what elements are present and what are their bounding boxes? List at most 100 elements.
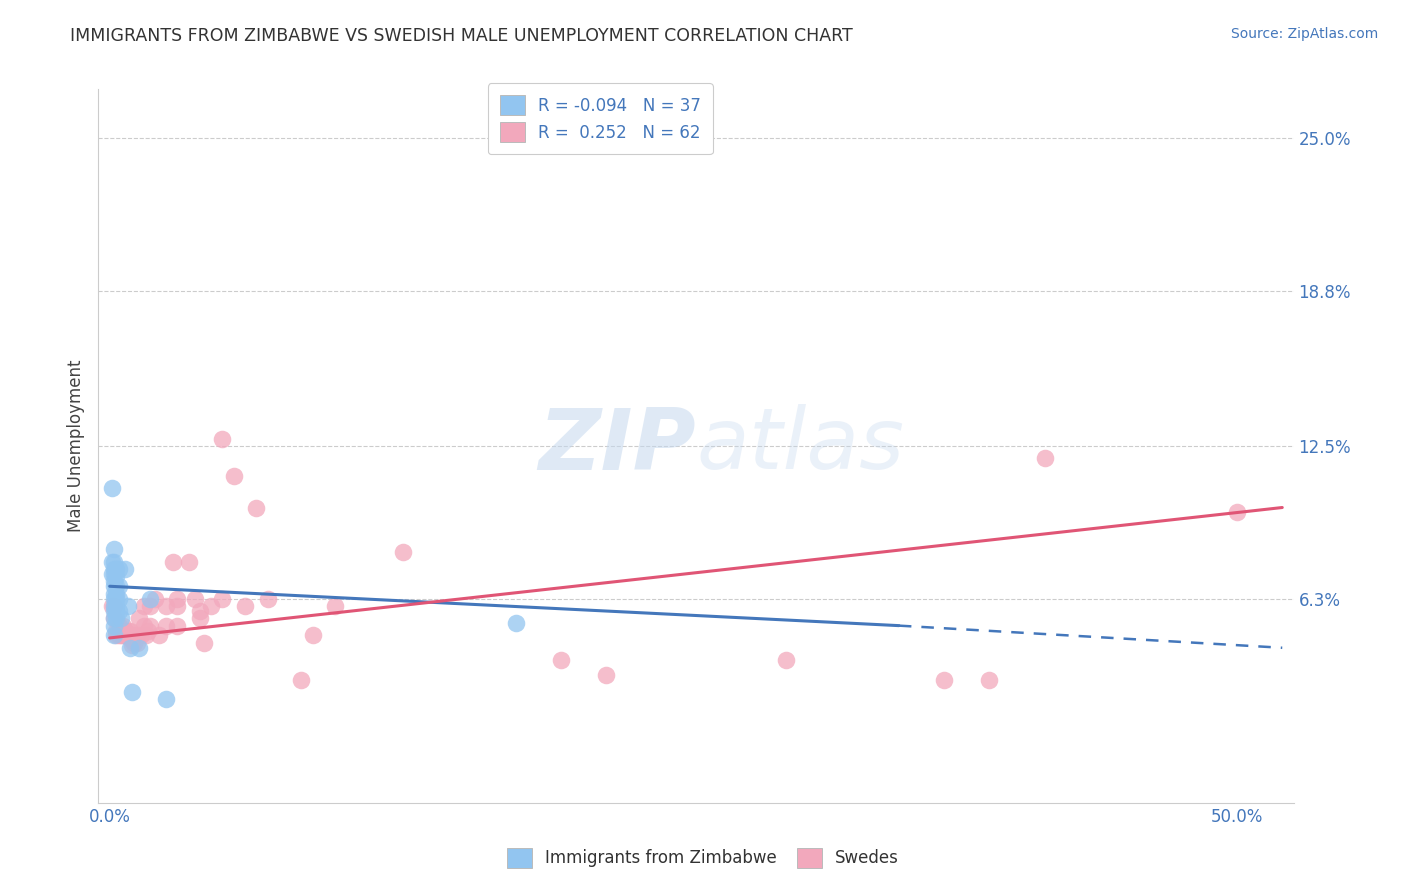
Point [188,611,211,625]
Point [245,500,267,515]
Point [107,591,129,606]
Point [1226,505,1249,519]
Point [107,618,129,632]
Point [193,636,215,650]
Point [105,604,128,618]
Text: Source: ZipAtlas.com: Source: ZipAtlas.com [1230,27,1378,41]
Legend: R = -0.094   N = 37, R =  0.252   N = 62: R = -0.094 N = 37, R = 0.252 N = 62 [488,83,713,154]
Point [103,611,125,625]
Point [112,628,135,642]
Text: atlas: atlas [696,404,904,488]
Point [107,628,129,642]
Point [323,599,346,613]
Point [211,591,233,606]
Point [101,599,124,613]
Point [103,574,125,589]
Point [114,624,136,638]
Point [107,579,129,593]
Point [118,640,141,655]
Point [301,628,323,642]
Point [139,618,162,632]
Point [121,638,143,652]
Point [550,653,572,667]
Point [505,616,527,631]
Point [256,591,278,606]
Point [112,618,135,632]
Point [211,432,233,446]
Point [105,624,128,638]
Point [110,628,132,642]
Point [162,555,184,569]
Point [132,599,155,613]
Point [103,591,125,606]
Point [105,587,128,601]
Point [155,599,177,613]
Point [139,591,162,606]
Point [135,628,157,642]
Point [125,628,148,642]
Point [595,668,617,682]
Point [103,542,125,557]
Point [110,624,132,638]
Text: ZIP: ZIP [538,404,696,488]
Point [103,566,125,581]
Point [103,579,125,593]
Point [121,633,143,648]
Point [107,604,129,618]
Point [132,618,155,632]
Point [101,566,124,581]
Point [136,624,159,638]
Point [114,628,136,642]
Point [124,628,146,642]
Point [1035,451,1057,466]
Point [107,562,129,576]
Point [290,673,312,687]
Point [117,624,139,638]
Point [128,640,150,655]
Point [155,618,177,632]
Point [105,591,128,606]
Point [105,569,128,583]
Point [114,562,136,576]
Point [932,673,955,687]
Point [117,599,139,613]
Point [117,628,139,642]
Point [103,611,125,625]
Point [103,618,125,632]
Point [977,673,1000,687]
Point [101,555,124,569]
Point [166,618,188,632]
Point [143,591,166,606]
Point [139,599,162,613]
Point [392,545,415,559]
Point [110,611,132,625]
Point [103,587,125,601]
Point [166,599,188,613]
Legend: Immigrants from Zimbabwe, Swedes: Immigrants from Zimbabwe, Swedes [501,841,905,875]
Point [105,628,128,642]
Point [101,481,124,495]
Point [118,624,141,638]
Point [177,555,200,569]
Point [103,599,125,613]
Point [103,555,125,569]
Y-axis label: Male Unemployment: Male Unemployment [66,359,84,533]
Point [103,628,125,642]
Point [233,599,256,613]
Point [103,599,125,613]
Point [148,628,170,642]
Point [188,604,211,618]
Point [103,562,125,576]
Point [129,628,152,642]
Point [121,685,143,699]
Point [222,468,245,483]
Point [200,599,222,613]
Point [184,591,207,606]
Point [105,579,128,593]
Point [121,628,143,642]
Point [125,636,148,650]
Point [166,591,188,606]
Point [105,562,128,576]
Point [103,604,125,618]
Text: IMMIGRANTS FROM ZIMBABWE VS SWEDISH MALE UNEMPLOYMENT CORRELATION CHART: IMMIGRANTS FROM ZIMBABWE VS SWEDISH MALE… [70,27,853,45]
